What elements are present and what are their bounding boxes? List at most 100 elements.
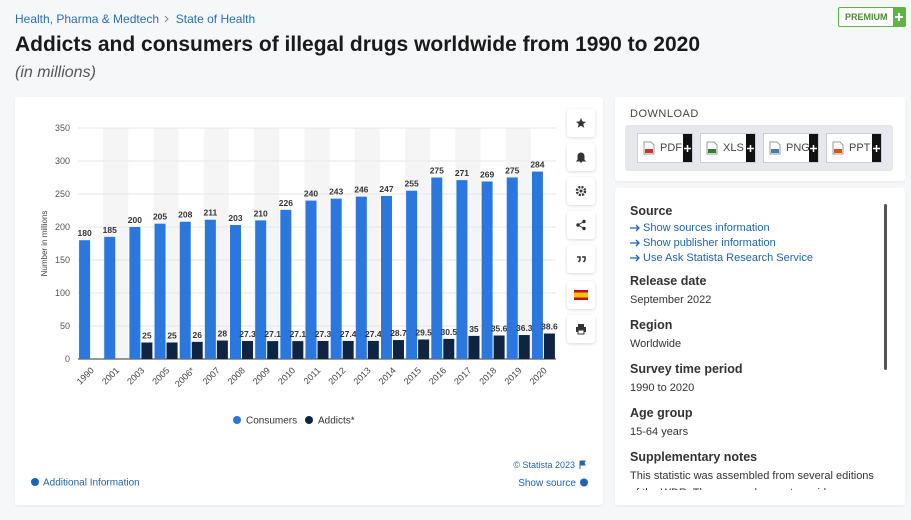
legend-item[interactable]: Consumers xyxy=(233,416,297,427)
y-tick-label: 0 xyxy=(65,354,70,364)
language-button[interactable] xyxy=(567,281,595,309)
page-title: Addicts and consumers of illegal drugs w… xyxy=(15,33,701,56)
breadcrumb-link[interactable]: Health, Pharma & Medtech xyxy=(15,11,160,26)
bar xyxy=(406,190,418,359)
data-label: 247 xyxy=(379,184,393,194)
bar xyxy=(518,335,530,359)
x-tick-label: 2015 xyxy=(402,365,423,386)
detail-value: This statistic was assembled from severa… xyxy=(630,470,874,490)
bar xyxy=(79,240,91,359)
data-label: 28 xyxy=(218,329,228,339)
x-tick-label: 2019 xyxy=(502,365,523,386)
y-tick-label: 50 xyxy=(60,321,70,331)
bar xyxy=(191,341,203,359)
plus-icon xyxy=(872,134,881,162)
print-button[interactable] xyxy=(567,315,595,343)
x-tick-label: 2010 xyxy=(276,365,297,386)
data-label: 26 xyxy=(192,330,202,340)
x-tick-label: 2001 xyxy=(100,365,121,386)
premium-badge[interactable]: PREMIUM xyxy=(838,7,906,27)
download-button[interactable]: PPT xyxy=(826,133,882,163)
data-label: 38.6 xyxy=(541,322,558,332)
bar xyxy=(317,340,329,359)
share-button[interactable] xyxy=(567,211,595,239)
bar xyxy=(230,225,242,359)
data-label: 255 xyxy=(405,179,419,189)
breadcrumb: Health, Pharma & Medtech State of Health xyxy=(15,11,255,26)
chart: 0 50 100 150 200 250 300 350 Number in millions 1… xyxy=(31,123,588,489)
copyright[interactable]: © Statista 2023 xyxy=(513,460,575,470)
y-tick-label: 250 xyxy=(55,189,70,199)
data-label: 246 xyxy=(354,185,368,195)
source-link[interactable]: Show sources information xyxy=(630,222,880,234)
data-label: 200 xyxy=(128,215,142,225)
x-tick-label: 2003 xyxy=(125,365,146,386)
data-label: 271 xyxy=(455,168,469,178)
x-tick-label: 2020 xyxy=(528,365,549,386)
show-source[interactable]: Show source xyxy=(518,478,576,489)
bar xyxy=(418,339,430,359)
x-tick-label: 1990 xyxy=(75,365,96,386)
flag-icon xyxy=(579,460,586,469)
badge-text: PREMIUM xyxy=(845,12,888,22)
y-tick-label: 100 xyxy=(55,288,70,298)
x-tick-label: 2014 xyxy=(377,365,398,386)
bar xyxy=(154,223,166,359)
settings-button[interactable] xyxy=(567,177,595,205)
download-button[interactable]: XLS xyxy=(700,133,756,163)
source-link[interactable]: Use Ask Statista Research Service xyxy=(630,252,880,264)
data-label: 208 xyxy=(178,210,192,220)
detail-value: 15-64 years xyxy=(630,426,689,438)
data-label: 27.3 xyxy=(239,329,256,339)
data-label: 275 xyxy=(430,166,444,176)
bar xyxy=(166,342,178,359)
data-label: 210 xyxy=(254,208,268,218)
data-label: 27.4 xyxy=(340,329,357,339)
y-tick-label: 350 xyxy=(55,123,70,133)
data-label: 226 xyxy=(279,198,293,208)
link-text: Show sources information xyxy=(643,222,770,234)
details-card xyxy=(615,188,905,505)
data-label: 269 xyxy=(480,169,494,179)
info-icon xyxy=(580,478,588,487)
bar xyxy=(431,177,443,359)
data-label: 27.3 xyxy=(315,329,332,339)
data-label: 36.3 xyxy=(516,323,533,333)
page-subtitle: (in millions) xyxy=(15,64,96,81)
legend-item[interactable]: Addicts* xyxy=(305,416,355,427)
bar xyxy=(104,236,116,359)
data-label: 30.5 xyxy=(441,327,458,337)
detail-label: Age group xyxy=(630,406,693,420)
x-tick-label: 2011 xyxy=(302,365,323,386)
bar xyxy=(355,196,367,359)
data-label: 275 xyxy=(505,166,519,176)
x-tick-label: 2016 xyxy=(427,365,448,386)
source-link[interactable]: Show publisher information xyxy=(630,237,880,249)
scrollbar[interactable] xyxy=(884,204,887,370)
legend-label: Consumers xyxy=(246,416,297,427)
data-label: 243 xyxy=(329,187,343,197)
file-icon xyxy=(643,141,655,155)
y-axis-label: Number in millions xyxy=(40,211,49,277)
additional-info[interactable]: Additional Information xyxy=(43,478,140,489)
bar xyxy=(330,198,342,359)
bar xyxy=(493,335,505,359)
download-label: XLS xyxy=(723,142,744,154)
data-label: 25 xyxy=(167,331,177,341)
data-label: 28.7 xyxy=(390,328,407,338)
data-label: 203 xyxy=(228,213,242,223)
plus-icon xyxy=(746,134,755,162)
x-tick-label: 2006* xyxy=(173,365,197,389)
data-label: 25 xyxy=(142,331,152,341)
download-button[interactable]: PNG xyxy=(763,133,819,163)
bar xyxy=(267,341,279,359)
data-label: 211 xyxy=(204,208,218,218)
alert-button[interactable] xyxy=(567,143,595,171)
favorite-button[interactable] xyxy=(567,109,595,137)
cite-button[interactable] xyxy=(567,245,595,273)
download-button[interactable]: PDF xyxy=(637,133,693,163)
breadcrumb-link[interactable]: State of Health xyxy=(175,11,256,26)
bar xyxy=(216,340,228,359)
legend-swatch xyxy=(233,416,241,424)
bar xyxy=(367,340,379,359)
